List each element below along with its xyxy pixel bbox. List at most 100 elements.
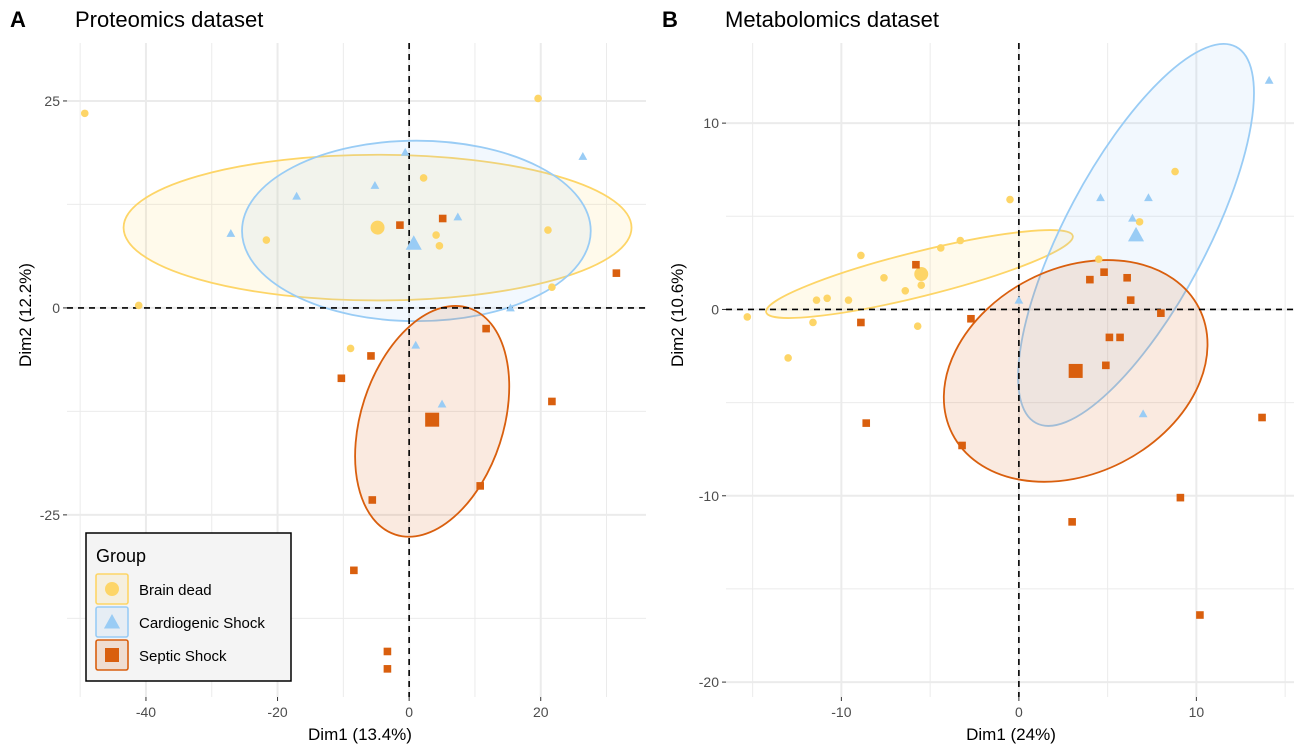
x-tick-label: -40 — [136, 704, 156, 720]
confidence-ellipse — [241, 139, 592, 323]
data-point — [80, 109, 89, 118]
data-point — [812, 296, 821, 304]
group-centroid — [1068, 363, 1083, 378]
y-axis-title: Dim2 (10.6%) — [668, 263, 687, 367]
data-point — [548, 397, 556, 406]
data-point — [400, 147, 410, 156]
x-axis-title: Dim1 (13.4%) — [308, 725, 412, 744]
panel-metabolomics: B Metabolomics dataset Dim1 (24%) Dim2 (… — [662, 7, 1294, 744]
legend-label: Cardiogenic Shock — [139, 615, 265, 632]
data-point — [453, 212, 463, 221]
x-axis-title: Dim1 (24%) — [966, 725, 1056, 744]
data-point — [1144, 193, 1153, 202]
x-tick-label: 20 — [533, 704, 549, 720]
data-point — [1264, 75, 1274, 84]
data-point — [958, 441, 966, 450]
data-point — [1196, 611, 1204, 619]
data-point — [476, 482, 484, 490]
data-point — [1116, 333, 1124, 342]
group-centroid — [405, 235, 422, 250]
data-point — [809, 318, 817, 327]
legend-items: Brain dead Cardiogenic Shock Septic Shock — [95, 573, 265, 671]
data-point — [134, 301, 143, 310]
data-point — [1171, 167, 1179, 176]
data-point — [1258, 413, 1266, 422]
data-point — [226, 229, 236, 237]
data-point — [1135, 218, 1144, 226]
data-point — [1123, 273, 1131, 282]
x-tick-label: -10 — [831, 704, 851, 720]
data-point — [482, 324, 490, 333]
y-tick-label: 10 — [703, 115, 719, 131]
legend-key-square — [105, 648, 119, 662]
data-point — [1126, 296, 1135, 304]
group-centroid — [1127, 226, 1145, 242]
data-point — [1138, 409, 1148, 418]
y-tick-label: -25 — [40, 507, 60, 523]
y-axis-title: Dim2 (12.2%) — [16, 263, 35, 367]
data-point — [432, 231, 440, 239]
data-point — [383, 665, 392, 673]
y-tick-label: 0 — [52, 300, 60, 316]
data-point — [956, 236, 965, 245]
data-point — [1096, 193, 1105, 202]
data-point — [784, 354, 792, 362]
data-point — [437, 399, 447, 408]
data-point — [880, 273, 888, 282]
data-point — [823, 294, 831, 303]
y-tick-label: -20 — [699, 674, 719, 690]
panel-letter: A — [10, 7, 26, 32]
data-point — [844, 296, 853, 304]
group-centroid — [425, 412, 440, 427]
data-point — [1014, 295, 1024, 304]
data-point — [1100, 268, 1108, 276]
legend-label: Brain dead — [139, 582, 212, 599]
data-point — [1094, 255, 1103, 263]
data-point — [1068, 518, 1076, 526]
data-point — [396, 221, 404, 229]
data-point — [368, 496, 377, 504]
data-point — [1176, 493, 1185, 502]
data-point — [936, 244, 945, 252]
plot-area: -40 -20 0 20 -25 0 25 — [40, 43, 646, 720]
x-tick-label: 0 — [1015, 704, 1023, 720]
data-point — [913, 322, 922, 331]
y-tick-label: 0 — [711, 301, 719, 317]
data-point — [346, 344, 355, 353]
legend: Group Brain dead Cardiogenic Shock Septic … — [85, 532, 292, 682]
data-point — [438, 214, 447, 223]
legend-item: Septic Shock — [95, 639, 227, 671]
x-tick-label: 10 — [1189, 704, 1205, 720]
legend-item: Brain dead — [95, 573, 212, 605]
data-point — [917, 281, 926, 290]
data-point — [262, 236, 271, 244]
legend-key-triangle — [103, 613, 121, 629]
data-point — [292, 191, 301, 200]
data-point — [1102, 361, 1110, 370]
legend-label: Septic Shock — [139, 648, 227, 665]
x-tick-label: -20 — [267, 704, 287, 720]
data-point — [862, 419, 871, 427]
panel-title: Metabolomics dataset — [725, 7, 939, 32]
legend-key-circle — [105, 582, 119, 596]
data-point — [1086, 275, 1094, 284]
data-point — [1105, 333, 1114, 342]
data-point — [367, 352, 375, 360]
data-point — [967, 314, 975, 323]
data-point — [1128, 213, 1137, 222]
data-point — [544, 226, 552, 234]
data-point — [912, 260, 920, 269]
legend-title: Group — [96, 546, 146, 566]
data-point — [350, 566, 358, 575]
panel-proteomics: A Proteomics dataset Dim1 (13.4%) Dim2 (… — [10, 7, 646, 744]
group-centroid — [370, 220, 385, 235]
data-point — [612, 269, 621, 277]
y-tick-label: -10 — [699, 488, 719, 504]
y-tick-label: 25 — [44, 93, 60, 109]
data-point — [534, 94, 542, 103]
data-point — [419, 174, 428, 182]
group-centroid — [914, 267, 929, 282]
data-point — [857, 251, 865, 260]
panel-letter: B — [662, 7, 678, 32]
